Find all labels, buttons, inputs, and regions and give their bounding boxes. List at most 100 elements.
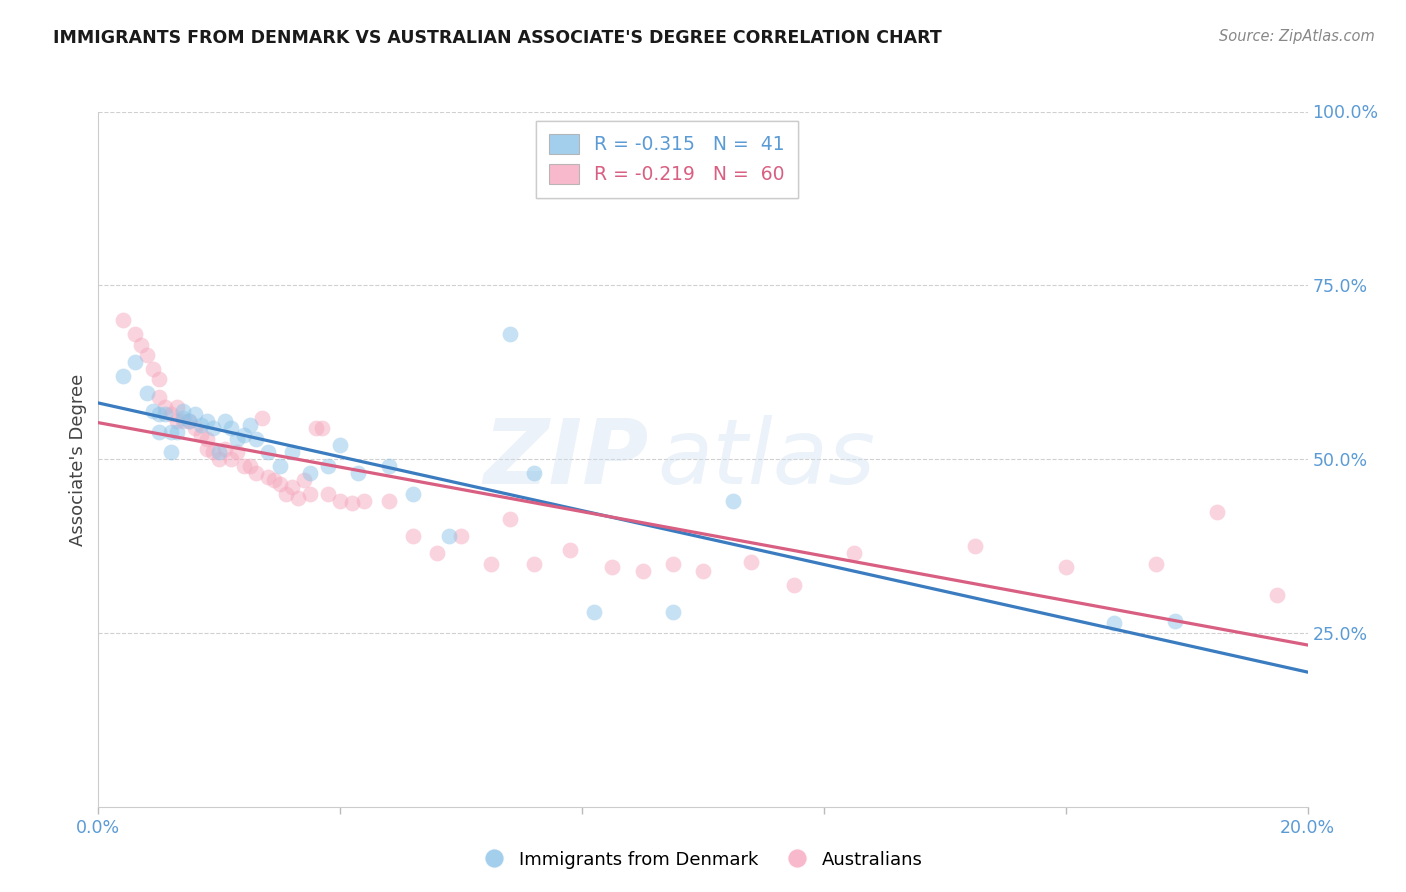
- Point: [153, 401, 176, 415]
- Point: [153, 407, 176, 421]
- Point: [239, 459, 262, 474]
- Point: [239, 417, 262, 432]
- Point: [740, 555, 762, 569]
- Point: [1102, 615, 1125, 630]
- Point: [269, 476, 291, 491]
- Point: [281, 480, 304, 494]
- Point: [172, 403, 194, 417]
- Point: [135, 348, 157, 362]
- Point: [160, 445, 183, 459]
- Point: [129, 337, 152, 351]
- Point: [214, 442, 236, 456]
- Point: [111, 313, 134, 327]
- Point: [523, 557, 546, 571]
- Point: [148, 390, 170, 404]
- Point: [353, 494, 375, 508]
- Point: [558, 542, 581, 557]
- Point: [481, 557, 503, 571]
- Legend: Immigrants from Denmark, Australians: Immigrants from Denmark, Australians: [474, 842, 932, 879]
- Point: [195, 414, 218, 428]
- Point: [221, 452, 243, 467]
- Point: [160, 407, 183, 421]
- Point: [179, 414, 201, 428]
- Point: [661, 557, 683, 571]
- Point: [256, 445, 278, 459]
- Point: [316, 487, 339, 501]
- Point: [523, 467, 546, 481]
- Text: ZIP: ZIP: [484, 416, 648, 503]
- Point: [208, 452, 231, 467]
- Point: [450, 529, 472, 543]
- Point: [311, 421, 333, 435]
- Point: [172, 414, 194, 428]
- Point: [190, 417, 212, 432]
- Point: [232, 459, 254, 474]
- Point: [232, 428, 254, 442]
- Point: [172, 410, 194, 425]
- Y-axis label: Associate's Degree: Associate's Degree: [69, 373, 87, 546]
- Point: [583, 606, 606, 620]
- Point: [1267, 588, 1289, 602]
- Point: [269, 459, 291, 474]
- Point: [245, 467, 267, 481]
- Point: [111, 368, 134, 383]
- Point: [329, 438, 352, 452]
- Point: [184, 421, 207, 435]
- Point: [692, 564, 714, 578]
- Text: atlas: atlas: [657, 416, 875, 503]
- Point: [179, 414, 201, 428]
- Point: [245, 432, 267, 446]
- Point: [148, 425, 170, 439]
- Point: [184, 407, 207, 421]
- Point: [166, 414, 188, 428]
- Point: [250, 410, 273, 425]
- Point: [202, 445, 225, 459]
- Text: Source: ZipAtlas.com: Source: ZipAtlas.com: [1219, 29, 1375, 44]
- Point: [287, 491, 309, 505]
- Point: [316, 459, 339, 474]
- Point: [437, 529, 460, 543]
- Point: [166, 401, 188, 415]
- Point: [661, 606, 683, 620]
- Point: [965, 539, 987, 553]
- Point: [1054, 560, 1077, 574]
- Point: [305, 421, 328, 435]
- Point: [195, 432, 218, 446]
- Point: [292, 473, 315, 487]
- Point: [299, 467, 322, 481]
- Point: [631, 564, 654, 578]
- Point: [844, 546, 866, 560]
- Point: [195, 442, 218, 456]
- Point: [124, 327, 146, 342]
- Legend: R = -0.315   N =  41, R = -0.219   N =  60: R = -0.315 N = 41, R = -0.219 N = 60: [536, 121, 797, 197]
- Point: [723, 494, 745, 508]
- Point: [142, 362, 165, 376]
- Point: [256, 469, 278, 483]
- Point: [1163, 614, 1185, 628]
- Point: [498, 511, 520, 525]
- Point: [329, 494, 352, 508]
- Point: [377, 494, 399, 508]
- Point: [281, 445, 304, 459]
- Point: [402, 487, 425, 501]
- Point: [274, 487, 297, 501]
- Point: [190, 428, 212, 442]
- Point: [221, 421, 243, 435]
- Point: [1206, 505, 1229, 519]
- Point: [377, 459, 399, 474]
- Point: [148, 372, 170, 386]
- Point: [160, 425, 183, 439]
- Point: [1144, 557, 1167, 571]
- Point: [202, 421, 225, 435]
- Point: [299, 487, 322, 501]
- Point: [148, 407, 170, 421]
- Point: [498, 327, 520, 342]
- Point: [124, 355, 146, 369]
- Point: [208, 445, 231, 459]
- Point: [602, 560, 624, 574]
- Point: [226, 432, 249, 446]
- Point: [342, 495, 364, 509]
- Point: [402, 529, 425, 543]
- Point: [214, 414, 236, 428]
- Point: [226, 445, 249, 459]
